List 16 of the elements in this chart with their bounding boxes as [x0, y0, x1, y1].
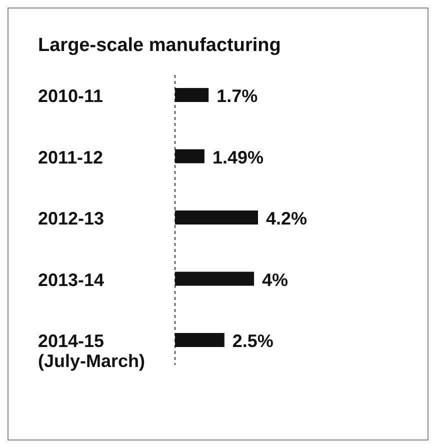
data-label: 4%	[262, 270, 288, 290]
bar	[175, 88, 209, 102]
data-label: 2.5%	[232, 331, 274, 351]
bar	[175, 149, 204, 164]
y-tick-label: 2013-14	[38, 270, 104, 290]
y-tick-label: 2014-15 (July-March)	[38, 331, 146, 371]
data-label: 4.2%	[266, 208, 308, 228]
bar	[175, 333, 224, 347]
chart-title: Large-scale manufacturing	[38, 35, 281, 56]
y-tick-label: 2011-12	[38, 147, 104, 168]
bar	[175, 272, 254, 286]
data-label: 1.49%	[212, 147, 264, 168]
bar	[175, 210, 258, 224]
y-tick-label: 2010-11	[38, 86, 104, 106]
y-tick-label: 2012-13	[38, 208, 104, 228]
data-label: 1.7%	[216, 86, 258, 106]
